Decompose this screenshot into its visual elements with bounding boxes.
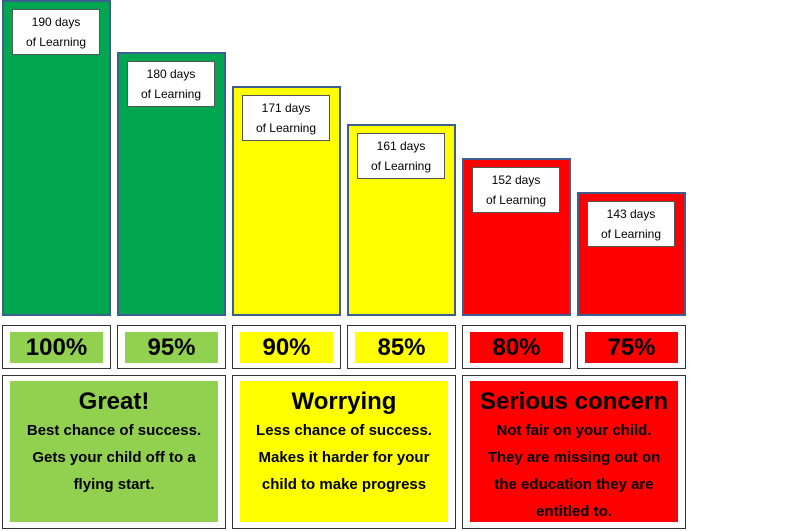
message-title: Serious concern <box>479 388 669 415</box>
days-count: 171 days <box>261 101 311 115</box>
percentage-box: 85% <box>347 325 456 369</box>
message-line: Not fair on your child. <box>496 422 652 439</box>
percentage-box: 80% <box>462 325 571 369</box>
days-caption: of Learning <box>140 87 202 101</box>
message-title: Worrying <box>291 388 397 415</box>
percentage-box: 90% <box>232 325 341 369</box>
percentage-label: 85% <box>355 332 448 363</box>
days-caption: of Learning <box>255 121 317 135</box>
percentage-label: 75% <box>585 332 678 363</box>
days-caption: of Learning <box>600 227 662 241</box>
percentage-box: 75% <box>577 325 686 369</box>
message-line: entitled to. <box>536 503 612 520</box>
message-line: Best chance of success. <box>26 422 202 439</box>
message-box-2: Worrying Less chance of success. Makes it … <box>232 375 456 529</box>
message-line: flying start. <box>73 476 155 493</box>
bar-value-label: 171 days of Learning <box>242 95 330 141</box>
days-count: 143 days <box>606 207 656 221</box>
bar-value-label: 161 days of Learning <box>357 133 445 179</box>
days-count: 152 days <box>491 173 541 187</box>
bar-value-label: 180 days of Learning <box>127 61 215 107</box>
days-caption: of Learning <box>25 35 87 49</box>
percentage-box: 95% <box>117 325 226 369</box>
percentage-label: 80% <box>470 332 563 363</box>
percentage-label: 90% <box>240 332 333 363</box>
days-caption: of Learning <box>485 193 547 207</box>
percentage-box: 100% <box>2 325 111 369</box>
message-line: child to make progress <box>261 476 427 493</box>
message-panel: Worrying Less chance of success. Makes it … <box>240 381 448 522</box>
message-title: Great! <box>78 388 150 415</box>
message-panel: Serious concern Not fair on your child. Th… <box>470 381 678 522</box>
days-caption: of Learning <box>370 159 432 173</box>
message-box-3: Serious concern Not fair on your child. Th… <box>462 375 686 529</box>
message-line: the education they are <box>494 476 654 493</box>
message-line: Less chance of success. <box>256 422 432 439</box>
message-panel: Great! Best chance of success. Gets your c… <box>10 381 218 522</box>
percentage-label: 95% <box>125 332 218 363</box>
bar-value-label: 143 days of Learning <box>587 201 675 247</box>
percentage-label: 100% <box>10 332 103 363</box>
message-line: They are missing out on <box>487 449 661 466</box>
message-line: Gets your child off to a <box>32 449 196 466</box>
bar-value-label: 152 days of Learning <box>472 167 560 213</box>
message-line: Makes it harder for your <box>258 449 430 466</box>
bar-value-label: 190 days of Learning <box>12 9 100 55</box>
days-count: 190 days <box>31 15 81 29</box>
message-box-1: Great! Best chance of success. Gets your c… <box>2 375 226 529</box>
days-count: 161 days <box>376 139 426 153</box>
days-count: 180 days <box>146 67 196 81</box>
